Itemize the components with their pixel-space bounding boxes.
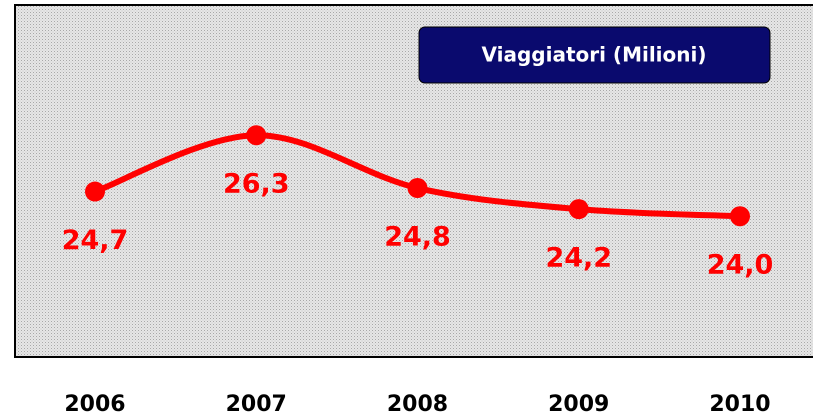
data-label: 24,0 [707, 250, 774, 281]
data-label: 24,8 [384, 222, 451, 253]
marker [730, 206, 750, 227]
legend: Viaggiatori (Milioni) [418, 26, 771, 84]
marker [407, 178, 428, 199]
legend-label: Viaggiatori (Milioni) [481, 43, 706, 67]
marker [246, 125, 267, 146]
data-label: 24,2 [545, 243, 612, 274]
data-label: 24,7 [62, 225, 129, 256]
marker [85, 181, 105, 202]
x-tick-label: 2009 [548, 392, 609, 417]
legend-box [418, 26, 771, 84]
x-tick-label: 2007 [226, 392, 287, 417]
x-tick-label: 2010 [709, 392, 770, 417]
x-tick-label: 2008 [387, 392, 448, 417]
data-label: 26,3 [223, 169, 290, 200]
marker [568, 199, 589, 220]
x-tick-label: 2006 [64, 392, 125, 417]
